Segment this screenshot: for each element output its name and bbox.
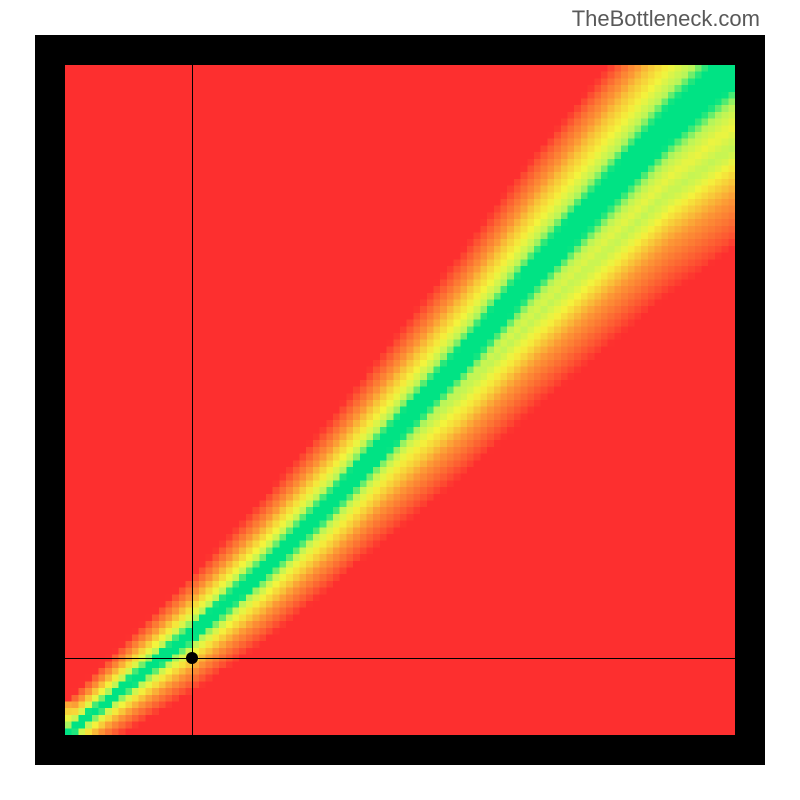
chart-frame — [35, 35, 765, 765]
bottleneck-heatmap — [65, 65, 735, 735]
watermark-text: TheBottleneck.com — [572, 6, 760, 32]
chart-container: TheBottleneck.com — [0, 0, 800, 800]
data-point-marker — [186, 652, 198, 664]
crosshair-vertical — [192, 65, 193, 735]
crosshair-horizontal — [65, 658, 735, 659]
